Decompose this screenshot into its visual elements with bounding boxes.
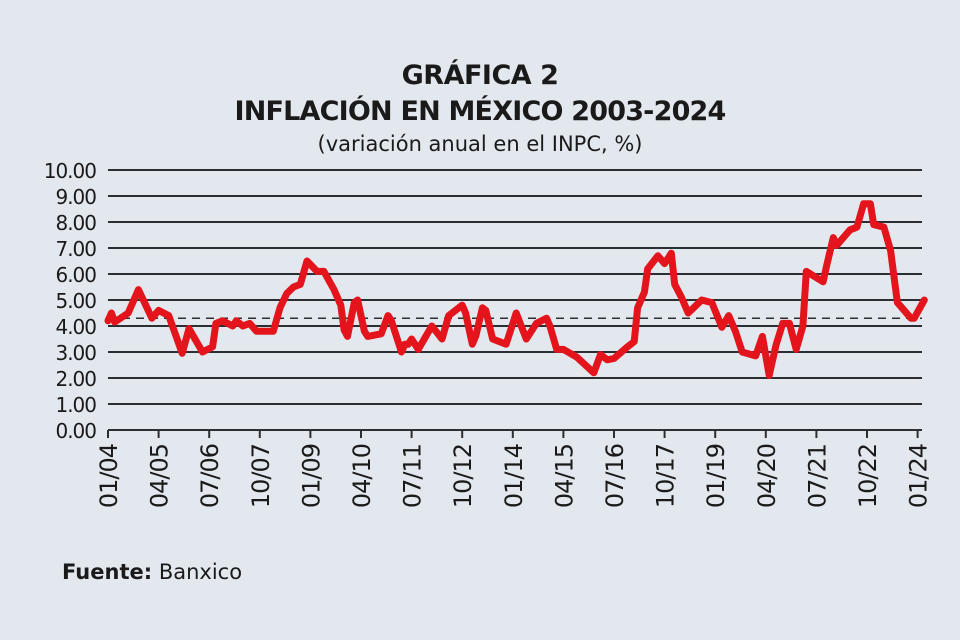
inflation-line bbox=[104, 200, 928, 379]
x-tick-label: 01/09 bbox=[297, 444, 325, 508]
x-tick-label: 01/19 bbox=[702, 444, 730, 508]
x-tick-label: 01/14 bbox=[500, 444, 528, 508]
y-tick-label: 9.00 bbox=[55, 185, 96, 209]
source-value: Banxico bbox=[158, 560, 243, 584]
x-tick-label: 10/22 bbox=[854, 444, 882, 508]
x-tick-label: 01/04 bbox=[95, 444, 123, 508]
x-tick-label: 04/05 bbox=[146, 444, 174, 508]
x-tick-label: 07/21 bbox=[803, 444, 831, 508]
y-tick-label: 7.00 bbox=[55, 237, 96, 261]
y-tick-label: 4.00 bbox=[55, 315, 96, 339]
chart-subtitle: INFLACIÓN EN MÉXICO 2003-2024 bbox=[234, 96, 726, 127]
y-tick-label: 2.00 bbox=[55, 367, 96, 391]
x-tick-label: 10/07 bbox=[247, 444, 275, 508]
y-tick-label: 3.00 bbox=[55, 341, 96, 365]
source-label: Fuente: bbox=[62, 560, 153, 584]
y-tick-label: 10.00 bbox=[44, 159, 97, 183]
y-tick-label: 8.00 bbox=[55, 211, 96, 235]
y-tick-label: 6.00 bbox=[55, 263, 96, 287]
y-tick-label: 0.00 bbox=[55, 419, 96, 443]
y-tick-label: 5.00 bbox=[55, 289, 96, 313]
source-note: Fuente: Banxico bbox=[62, 560, 242, 584]
x-tick-label: 04/15 bbox=[550, 444, 578, 508]
chart-title: GRÁFICA 2 bbox=[401, 60, 559, 91]
y-tick-label: 1.00 bbox=[55, 393, 96, 417]
x-tick-label: 01/24 bbox=[905, 444, 933, 508]
chart-unit-label: (variación anual en el INPC, %) bbox=[317, 132, 643, 156]
x-tick-label: 07/16 bbox=[601, 444, 629, 508]
x-tick-label: 10/17 bbox=[652, 444, 680, 508]
x-tick-label: 10/12 bbox=[449, 444, 477, 508]
x-tick-label: 04/10 bbox=[348, 444, 376, 508]
x-tick-label: 07/06 bbox=[196, 444, 224, 508]
x-tick-label: 04/20 bbox=[753, 444, 781, 508]
x-tick-label: 07/11 bbox=[399, 444, 427, 508]
